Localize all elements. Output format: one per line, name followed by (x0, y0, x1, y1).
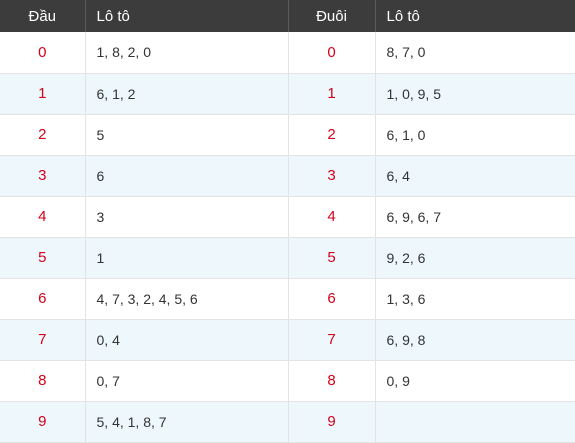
dau-loto-cell: 0, 4 (85, 319, 289, 361)
dau-loto-cell: 6 (85, 155, 289, 197)
table-row: 6 4, 7, 3, 2, 4, 5, 6 6 1, 3, 6 (0, 278, 575, 320)
duoi-digit-cell: 9 (288, 401, 376, 443)
dau-digit-cell: 6 (0, 278, 86, 320)
dau-loto-cell: 4, 7, 3, 2, 4, 5, 6 (85, 278, 289, 320)
duoi-loto-cell: 6, 4 (375, 155, 575, 197)
duoi-digit-cell: 3 (288, 155, 376, 197)
table-row: 2 5 2 6, 1, 0 (0, 114, 575, 156)
dau-digit-cell: 9 (0, 401, 86, 443)
duoi-digit-cell: 7 (288, 319, 376, 361)
duoi-digit-cell: 6 (288, 278, 376, 320)
duoi-digit-cell: 0 (288, 32, 376, 74)
dau-digit-cell: 1 (0, 73, 86, 115)
duoi-digit-cell: 4 (288, 196, 376, 238)
dau-digit-cell: 7 (0, 319, 86, 361)
table-row: 8 0, 7 8 0, 9 (0, 360, 575, 402)
table-row: 5 1 5 9, 2, 6 (0, 237, 575, 279)
duoi-loto-cell (375, 401, 575, 443)
duoi-digit-cell: 8 (288, 360, 376, 402)
dau-loto-cell: 1, 8, 2, 0 (85, 32, 289, 74)
table-row: 3 6 3 6, 4 (0, 155, 575, 197)
duoi-digit-cell: 1 (288, 73, 376, 115)
dau-digit-cell: 8 (0, 360, 86, 402)
dau-loto-cell: 5 (85, 114, 289, 156)
dau-digit-cell: 4 (0, 196, 86, 238)
duoi-loto-cell: 9, 2, 6 (375, 237, 575, 279)
dau-loto-cell: 5, 4, 1, 8, 7 (85, 401, 289, 443)
duoi-loto-cell: 1, 0, 9, 5 (375, 73, 575, 115)
header-loto-left: Lô tô (85, 0, 289, 32)
dau-loto-cell: 1 (85, 237, 289, 279)
dau-loto-cell: 3 (85, 196, 289, 238)
table-row: 7 0, 4 7 6, 9, 8 (0, 319, 575, 361)
duoi-digit-cell: 2 (288, 114, 376, 156)
dau-loto-cell: 6, 1, 2 (85, 73, 289, 115)
dau-digit-cell: 0 (0, 32, 86, 74)
dau-digit-cell: 2 (0, 114, 86, 156)
header-dau: Đầu (0, 0, 86, 32)
duoi-loto-cell: 6, 1, 0 (375, 114, 575, 156)
table-header: Đầu Lô tô Đuôi Lô tô (0, 0, 575, 32)
table-row: 1 6, 1, 2 1 1, 0, 9, 5 (0, 73, 575, 115)
duoi-loto-cell: 8, 7, 0 (375, 32, 575, 74)
duoi-loto-cell: 6, 9, 6, 7 (375, 196, 575, 238)
dau-digit-cell: 3 (0, 155, 86, 197)
duoi-loto-cell: 6, 9, 8 (375, 319, 575, 361)
duoi-loto-cell: 0, 9 (375, 360, 575, 402)
duoi-loto-cell: 1, 3, 6 (375, 278, 575, 320)
header-row: Đầu Lô tô Đuôi Lô tô (0, 0, 575, 32)
table-row: 4 3 4 6, 9, 6, 7 (0, 196, 575, 238)
header-loto-right: Lô tô (386, 7, 420, 25)
dau-digit-cell: 5 (0, 237, 86, 279)
dau-loto-cell: 0, 7 (85, 360, 289, 402)
duoi-digit-cell: 5 (288, 237, 376, 279)
table-row: 0 1, 8, 2, 0 0 8, 7, 0 (0, 32, 575, 74)
header-duoi: Đuôi (288, 0, 376, 32)
